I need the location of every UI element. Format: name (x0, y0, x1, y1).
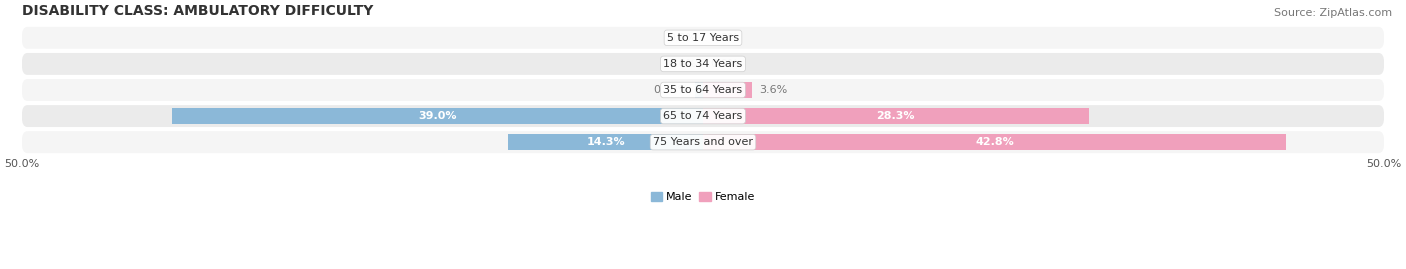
FancyBboxPatch shape (21, 105, 1385, 127)
FancyBboxPatch shape (21, 131, 1385, 153)
Text: 0.0%: 0.0% (710, 59, 738, 69)
Text: 0.0%: 0.0% (710, 33, 738, 43)
Bar (703, 134, 1286, 150)
Text: DISABILITY CLASS: AMBULATORY DIFFICULTY: DISABILITY CLASS: AMBULATORY DIFFICULTY (21, 4, 373, 18)
Text: 42.8%: 42.8% (976, 137, 1014, 147)
Text: 14.3%: 14.3% (586, 137, 624, 147)
Bar (172, 108, 703, 124)
Bar (703, 82, 752, 98)
Bar (703, 108, 1088, 124)
FancyBboxPatch shape (21, 79, 1385, 101)
Text: 3.6%: 3.6% (759, 85, 787, 95)
Text: 65 to 74 Years: 65 to 74 Years (664, 111, 742, 121)
Text: 0.0%: 0.0% (668, 33, 696, 43)
Text: Source: ZipAtlas.com: Source: ZipAtlas.com (1274, 8, 1392, 18)
FancyBboxPatch shape (21, 27, 1385, 49)
Bar (695, 82, 703, 98)
Text: 39.0%: 39.0% (418, 111, 457, 121)
Text: 75 Years and over: 75 Years and over (652, 137, 754, 147)
Text: 5 to 17 Years: 5 to 17 Years (666, 33, 740, 43)
Text: 18 to 34 Years: 18 to 34 Years (664, 59, 742, 69)
Legend: Male, Female: Male, Female (647, 187, 759, 207)
Text: 0.0%: 0.0% (668, 59, 696, 69)
Text: 28.3%: 28.3% (876, 111, 915, 121)
FancyBboxPatch shape (21, 53, 1385, 75)
Text: 35 to 64 Years: 35 to 64 Years (664, 85, 742, 95)
Text: 0.58%: 0.58% (652, 85, 689, 95)
Bar (508, 134, 703, 150)
